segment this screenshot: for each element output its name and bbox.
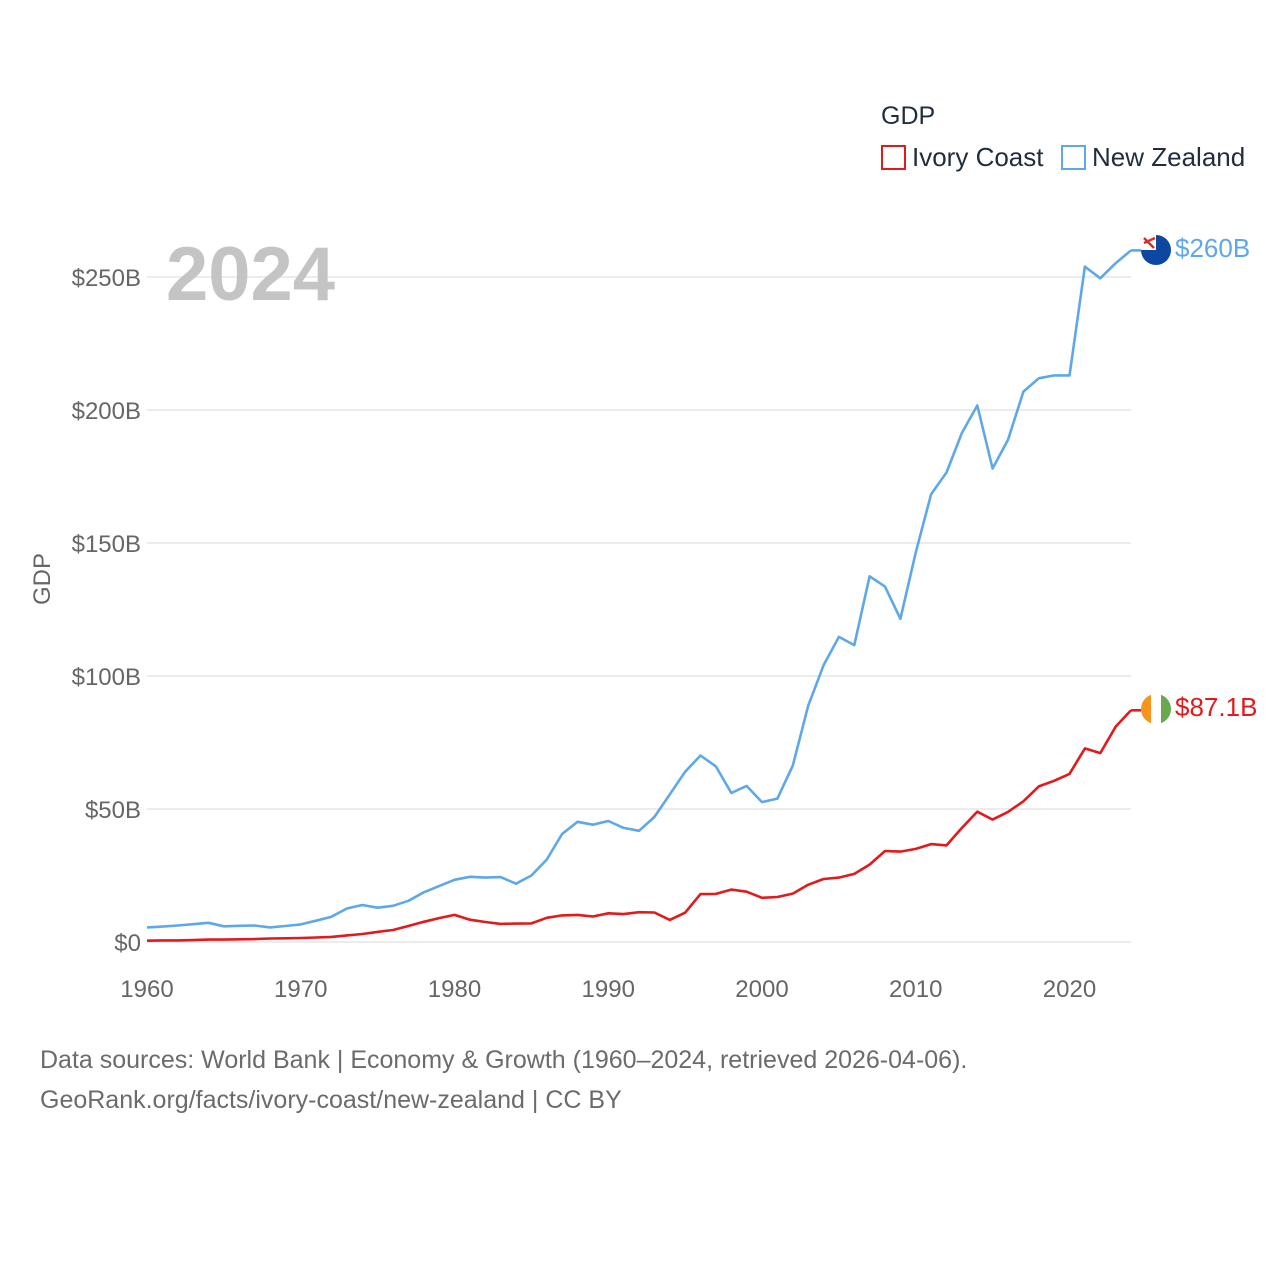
x-tick-label: 1970 — [274, 976, 327, 1003]
series-line-ivory-coast — [146, 709, 1132, 942]
y-tick-label: $100B — [72, 664, 141, 691]
y-tick-label: $50B — [85, 797, 141, 824]
legend-item-new-zealand[interactable]: New Zealand — [1061, 142, 1245, 172]
x-tick-label: 1980 — [428, 976, 481, 1003]
year-label: 2024 — [166, 232, 335, 317]
y-tick-label: $200B — [72, 398, 141, 425]
y-tick-label: $250B — [72, 265, 141, 292]
source-note: Data sources: World Bank | Economy & Gro… — [40, 1040, 1240, 1120]
x-tick-label: 1990 — [582, 976, 635, 1003]
series-line-new-zealand — [146, 249, 1132, 929]
end-label-new-zealand: $260B — [1175, 233, 1250, 263]
y-tick-label: $0 — [114, 930, 141, 957]
gdp-line-chart: $0$50B$100B$150B$200B$250B 1960 1970 1980 1… — [29, 102, 1257, 1003]
source-line: Data sources: World Bank | Economy & Gro… — [40, 1046, 968, 1074]
end-markers — [1140, 234, 1171, 724]
x-axis: 1960 1970 1980 1990 2000 2010 2020 — [120, 976, 1096, 1003]
x-tick-label: 2000 — [735, 976, 788, 1003]
x-tick-label: 2010 — [889, 976, 942, 1003]
end-label-ivory-coast: $87.1B — [1175, 692, 1257, 722]
legend-label-ivory-coast: Ivory Coast — [912, 142, 1044, 172]
legend-title: GDP — [881, 102, 935, 130]
legend-swatch-new-zealand — [1061, 145, 1086, 170]
x-tick-label: 1960 — [120, 976, 173, 1003]
source-link[interactable]: GeoRank.org/facts/ivory-coast/new-zealan… — [40, 1086, 622, 1114]
new-zealand-flag-icon — [1140, 234, 1171, 265]
legend-label-new-zealand: New Zealand — [1092, 142, 1245, 172]
y-axis-label: GDP — [29, 553, 56, 605]
legend-item-ivory-coast[interactable]: Ivory Coast — [881, 142, 1044, 172]
grid — [147, 276, 1131, 943]
legend-swatch-ivory-coast — [881, 145, 906, 170]
x-tick-label: 2020 — [1043, 976, 1096, 1003]
y-axis: $0 $50B $100B $150B $200B $250B — [72, 265, 141, 957]
y-tick-label: $150B — [72, 531, 141, 558]
series — [146, 249, 1141, 942]
ivory-coast-flag-icon — [1141, 694, 1171, 724]
legend: GDP Ivory Coast New Zealand — [881, 102, 1245, 172]
